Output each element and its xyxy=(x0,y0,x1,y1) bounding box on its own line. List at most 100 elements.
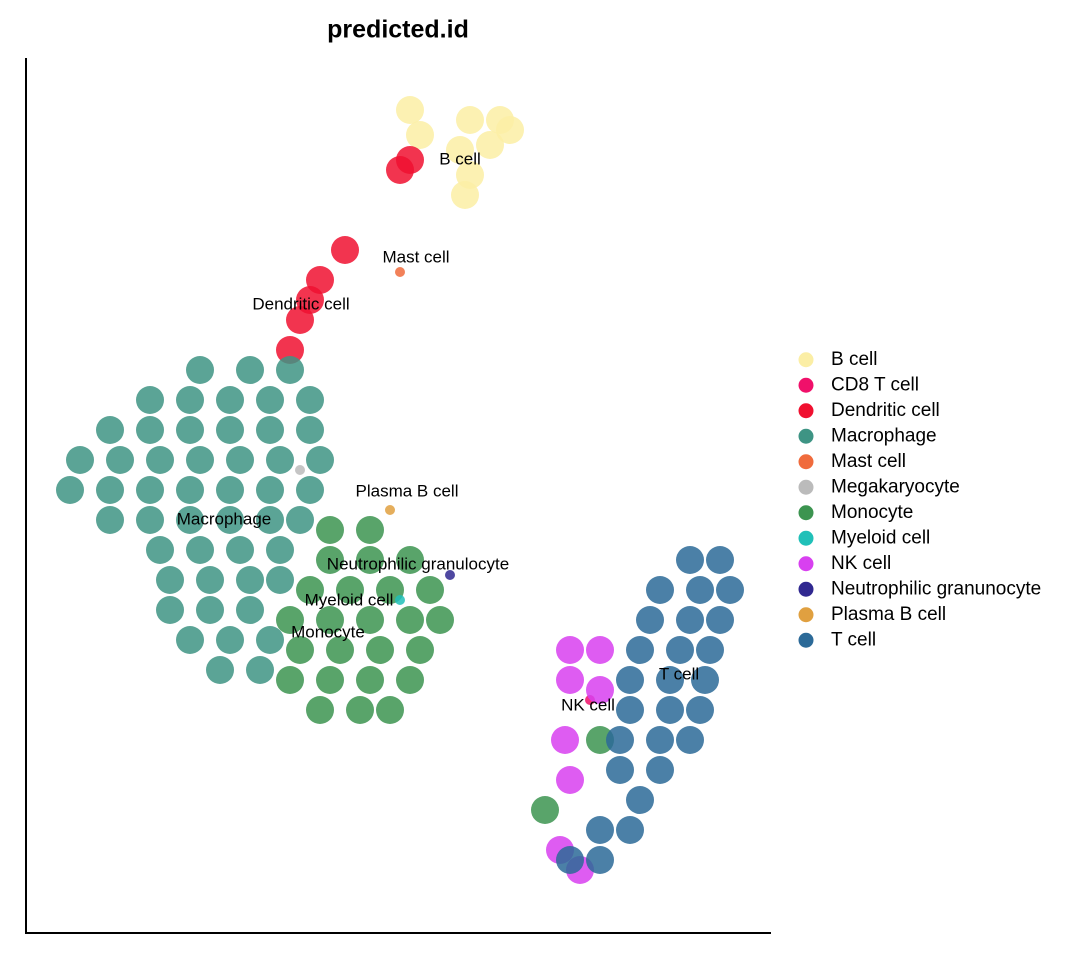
point xyxy=(686,576,714,604)
point xyxy=(256,416,284,444)
point xyxy=(226,446,254,474)
point xyxy=(286,506,314,534)
point xyxy=(296,476,324,504)
point xyxy=(446,136,474,164)
point xyxy=(216,416,244,444)
point xyxy=(656,696,684,724)
point xyxy=(616,696,644,724)
point xyxy=(706,606,734,634)
point xyxy=(606,726,634,754)
legend-label: Mast cell xyxy=(831,451,906,472)
legend-swatch xyxy=(798,505,814,521)
point xyxy=(656,666,684,694)
point xyxy=(276,666,304,694)
point xyxy=(136,476,164,504)
legend-swatch xyxy=(798,581,814,597)
point xyxy=(716,576,744,604)
point xyxy=(626,786,654,814)
point xyxy=(691,666,719,694)
legend-label: Neutrophilic granunocyte xyxy=(831,578,1041,599)
point xyxy=(416,576,444,604)
cluster-label: Mast cell xyxy=(382,247,449,266)
point xyxy=(616,666,644,694)
point xyxy=(316,666,344,694)
point xyxy=(256,626,284,654)
point xyxy=(356,546,384,574)
point xyxy=(646,756,674,784)
point xyxy=(96,506,124,534)
point xyxy=(266,566,294,594)
legend-label: Plasma B cell xyxy=(831,604,946,625)
legend-swatch xyxy=(798,530,814,546)
point xyxy=(176,416,204,444)
point xyxy=(186,446,214,474)
point xyxy=(186,356,214,384)
point xyxy=(396,546,424,574)
point xyxy=(386,156,414,184)
point xyxy=(136,386,164,414)
point xyxy=(556,666,584,694)
point xyxy=(206,656,234,684)
point xyxy=(445,570,455,580)
point xyxy=(176,476,204,504)
point xyxy=(556,846,584,874)
point xyxy=(296,386,324,414)
point xyxy=(676,606,704,634)
point xyxy=(396,96,424,124)
point xyxy=(395,267,405,277)
point xyxy=(586,676,614,704)
cluster-label: B cell xyxy=(439,149,481,168)
legend-label: T cell xyxy=(831,629,876,650)
point xyxy=(531,796,559,824)
legend-swatch xyxy=(798,632,814,648)
point xyxy=(676,546,704,574)
point xyxy=(356,516,384,544)
point xyxy=(295,465,305,475)
point xyxy=(456,106,484,134)
legend-label: CD8 T cell xyxy=(831,374,919,395)
chart-title: predicted.id xyxy=(327,16,469,44)
point xyxy=(385,505,395,515)
legend-label: Macrophage xyxy=(831,425,937,446)
point xyxy=(356,666,384,694)
point xyxy=(276,336,304,364)
point xyxy=(196,566,224,594)
point xyxy=(286,306,314,334)
point xyxy=(276,356,304,384)
point xyxy=(396,666,424,694)
cluster-label: T cell xyxy=(659,664,699,683)
point xyxy=(686,696,714,724)
point xyxy=(196,596,224,624)
point xyxy=(636,606,664,634)
legend-label: Monocyte xyxy=(831,502,913,523)
legend-swatch xyxy=(798,479,814,495)
cluster-label: Myeloid cell xyxy=(305,590,394,609)
point xyxy=(356,606,384,634)
point xyxy=(276,606,304,634)
point xyxy=(256,386,284,414)
point xyxy=(426,606,454,634)
point xyxy=(246,656,274,684)
point xyxy=(496,116,524,144)
point xyxy=(395,595,405,605)
point xyxy=(586,816,614,844)
point xyxy=(316,546,344,574)
point xyxy=(186,536,214,564)
point xyxy=(256,506,284,534)
point xyxy=(96,416,124,444)
point xyxy=(266,536,294,564)
point xyxy=(406,121,434,149)
point xyxy=(66,446,94,474)
point xyxy=(406,636,434,664)
point xyxy=(326,636,354,664)
point xyxy=(696,636,724,664)
cluster-label: Monocyte xyxy=(291,622,365,641)
legend-swatch xyxy=(798,428,814,444)
point xyxy=(616,816,644,844)
point xyxy=(451,181,479,209)
point xyxy=(556,636,584,664)
point xyxy=(626,636,654,664)
point xyxy=(646,726,674,754)
point xyxy=(586,726,614,754)
point xyxy=(96,476,124,504)
